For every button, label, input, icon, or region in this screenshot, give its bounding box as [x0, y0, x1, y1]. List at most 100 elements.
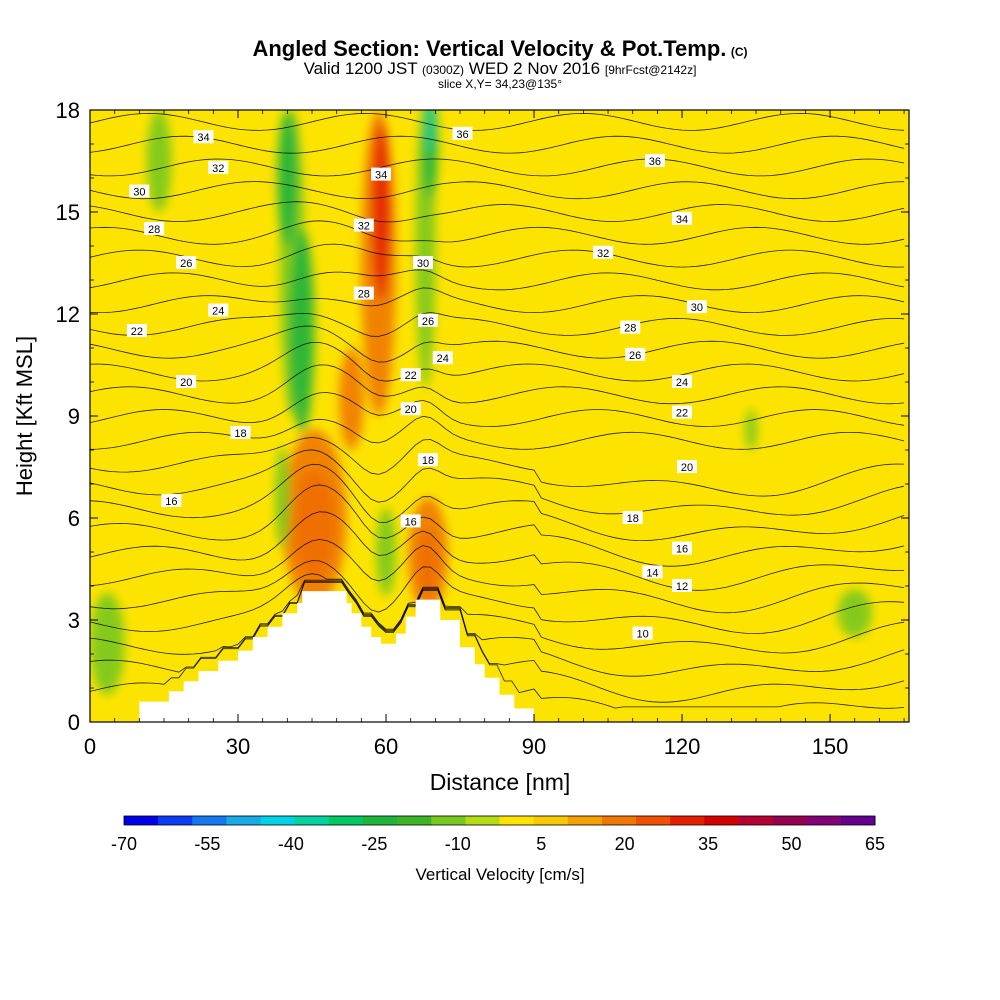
- colorbar-swatch: [567, 816, 603, 825]
- svg-text:30: 30: [417, 258, 429, 270]
- svg-text:34: 34: [375, 170, 387, 182]
- colorbar-swatch: [806, 816, 842, 825]
- svg-text:20: 20: [180, 377, 192, 389]
- colorbar-swatch: [158, 816, 193, 825]
- theta-contour: [90, 579, 905, 677]
- theta-contour: [90, 220, 905, 245]
- theta-contour: [90, 312, 905, 337]
- contour-label: 16: [161, 494, 182, 508]
- svg-text:24: 24: [437, 353, 449, 365]
- svg-text:18: 18: [627, 513, 639, 525]
- svg-text:14: 14: [646, 567, 658, 579]
- svg-text:20: 20: [681, 462, 693, 474]
- svg-text:30: 30: [133, 187, 145, 199]
- colorbar-swatch: [328, 816, 364, 825]
- contour-label: 18: [230, 426, 251, 440]
- contour-label: 36: [452, 126, 473, 141]
- y-tick-label: 15: [56, 200, 80, 225]
- svg-text:22: 22: [405, 370, 417, 382]
- velocity-cell: [282, 429, 347, 607]
- contour-label: 12: [672, 579, 693, 593]
- y-tick-label: 18: [56, 98, 80, 123]
- svg-text:32: 32: [212, 163, 224, 175]
- contour-labels: 34 32 30 28 26 24 22 20 18 16 36 34 32 30 28 26 24 22 20 18…: [126, 126, 707, 641]
- contour-label: 26: [176, 256, 197, 270]
- contour-label: 18: [622, 511, 643, 525]
- colorbar-label: Vertical Velocity [cm/s]: [415, 865, 584, 884]
- svg-text:26: 26: [180, 258, 192, 270]
- velocity-cell: [372, 123, 390, 301]
- vertical-velocity-shading: [90, 110, 872, 695]
- colorbar-tick-label: 20: [615, 834, 635, 854]
- theta-contour: [90, 181, 905, 200]
- contour-label: 10: [632, 626, 653, 641]
- theta-contour: [90, 135, 905, 154]
- colorbar-swatch: [431, 816, 466, 825]
- x-tick-label: 0: [84, 734, 96, 759]
- svg-text:18: 18: [234, 428, 246, 440]
- colorbar-swatch: [192, 816, 227, 825]
- contour-label: 34: [371, 167, 392, 182]
- contour-label: 20: [676, 460, 697, 474]
- colorbar-tick-label: 5: [536, 834, 546, 854]
- theta-contour: [90, 201, 905, 223]
- svg-text:22: 22: [131, 326, 143, 338]
- svg-text:12: 12: [676, 581, 688, 593]
- potential-temperature-contours: [90, 112, 905, 709]
- velocity-cell: [277, 110, 298, 246]
- contour-label: 34: [672, 211, 693, 226]
- svg-text:16: 16: [405, 516, 417, 528]
- colorbar-tick-label: 65: [865, 834, 885, 854]
- colorbar-swatch: [670, 816, 705, 825]
- theta-contour: [90, 560, 905, 635]
- slice-info: slice X,Y= 34,23@135°: [437, 77, 563, 91]
- colorbar-swatch: [533, 816, 569, 825]
- colorbar-swatch: [601, 816, 637, 825]
- svg-text:24: 24: [212, 306, 224, 318]
- colorbar: -70 -55 -40 -25 -10 5 20 35 50 65: [111, 815, 885, 854]
- contour-label: 20: [400, 402, 421, 416]
- colorbar-swatch: [465, 816, 500, 825]
- velocity-cell: [339, 348, 364, 450]
- colorbar-swatch: [226, 816, 262, 825]
- contour-label: 24: [208, 303, 229, 318]
- contour-label: 24: [432, 351, 453, 365]
- theta-contour: [90, 511, 905, 591]
- svg-text:26: 26: [422, 316, 434, 328]
- theta-contour: [90, 463, 905, 542]
- colorbar-swatch: [636, 816, 671, 825]
- svg-text:36: 36: [456, 129, 468, 141]
- velocity-cell: [275, 446, 290, 549]
- valid-time-line: Valid 1200 JST (0300Z) WED 2 Nov 2016 [9…: [303, 59, 697, 78]
- contour-label: 36: [644, 154, 665, 168]
- svg-text:34: 34: [676, 214, 688, 226]
- colorbar-tick-label: 35: [698, 834, 718, 854]
- colorbar-tick-label: -55: [194, 834, 220, 854]
- theta-contour: [90, 582, 905, 709]
- colorbar-swatch: [840, 816, 876, 825]
- contour-label: 26: [625, 347, 646, 362]
- velocity-background: [90, 110, 909, 722]
- svg-text:16: 16: [165, 496, 177, 508]
- velocity-cell: [289, 229, 315, 433]
- contour-label: 32: [353, 218, 374, 233]
- terrain: [90, 591, 909, 722]
- x-axis-label: Distance [nm]: [430, 769, 571, 795]
- colorbar-swatch: [260, 816, 296, 825]
- theta-contour: [90, 325, 905, 363]
- contour-label: 16: [672, 541, 693, 556]
- y-tick-label: 12: [56, 302, 80, 327]
- contour-label: 30: [413, 256, 434, 270]
- theta-contour: [90, 243, 905, 268]
- colorbar-swatch: [499, 816, 535, 825]
- svg-text:30: 30: [691, 302, 703, 314]
- colorbar-tick-label: -10: [445, 834, 471, 854]
- contour-label: 24: [672, 375, 693, 389]
- theta-contour: [90, 269, 905, 291]
- theta-contour: [90, 364, 905, 405]
- colorbar-swatch: [772, 816, 808, 825]
- theta-contour: [90, 415, 905, 450]
- colorbar-tick-label: -40: [278, 834, 304, 854]
